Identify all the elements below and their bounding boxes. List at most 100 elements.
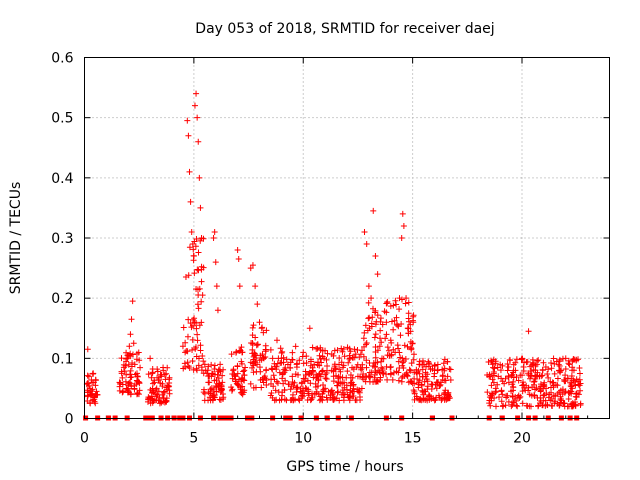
data-point	[317, 356, 324, 362]
data-point	[312, 380, 319, 387]
data-point	[368, 323, 375, 330]
data-point	[324, 350, 331, 357]
data-point	[554, 400, 561, 407]
data-point	[562, 388, 569, 395]
data-point	[409, 340, 416, 347]
data-point	[193, 367, 200, 374]
data-point	[210, 235, 217, 241]
data-point	[159, 383, 166, 390]
data-point	[376, 343, 383, 350]
data-point	[576, 376, 583, 383]
data-point	[129, 298, 136, 305]
data-point	[360, 353, 367, 360]
data-point	[119, 374, 126, 381]
data-point	[566, 361, 573, 368]
data-point	[489, 391, 496, 398]
data-point	[557, 393, 564, 400]
data-point	[402, 300, 409, 307]
data-point	[118, 355, 125, 362]
data-point	[219, 390, 226, 397]
data-point	[193, 319, 200, 326]
data-point	[384, 376, 391, 383]
data-point	[492, 403, 499, 410]
data-point	[90, 397, 97, 404]
data-point	[390, 326, 397, 333]
data-point	[314, 362, 321, 368]
data-point	[269, 355, 276, 362]
data-point	[543, 385, 550, 392]
data-point	[195, 138, 202, 145]
data-point	[180, 324, 187, 331]
data-point	[252, 384, 259, 391]
data-point	[374, 271, 381, 278]
data-point	[232, 373, 239, 380]
data-point	[194, 301, 201, 308]
data-point	[515, 377, 522, 384]
data-point	[399, 362, 406, 369]
data-point	[163, 370, 170, 377]
data-point	[166, 390, 173, 397]
x-tick-label: 20	[513, 431, 531, 447]
data-point	[434, 361, 441, 368]
data-point	[561, 378, 568, 385]
data-point	[372, 354, 379, 361]
data-point	[373, 318, 380, 325]
data-point	[304, 377, 311, 384]
data-point	[384, 298, 391, 305]
data-point	[298, 379, 305, 386]
data-point	[369, 314, 376, 321]
data-point	[308, 358, 315, 365]
data-point	[85, 380, 92, 387]
data-point	[406, 366, 413, 373]
data-point	[195, 305, 202, 312]
data-point	[256, 364, 263, 371]
data-point	[513, 402, 520, 409]
data-point	[440, 360, 447, 367]
data-point	[557, 387, 564, 394]
data-point	[289, 349, 296, 356]
data-point	[489, 361, 496, 368]
data-point	[269, 366, 276, 373]
data-point	[548, 365, 555, 372]
data-point	[124, 386, 131, 393]
data-point	[414, 370, 421, 377]
data-point	[378, 358, 385, 365]
data-point	[188, 324, 195, 331]
data-point	[537, 387, 544, 394]
data-point	[137, 364, 144, 371]
data-point	[232, 378, 239, 385]
data-point	[490, 368, 497, 375]
data-point	[381, 308, 388, 315]
data-point	[420, 391, 427, 398]
data-point	[306, 325, 313, 332]
data-point	[153, 393, 160, 400]
data-point	[322, 371, 329, 378]
data-point	[272, 387, 279, 394]
data-point	[494, 364, 501, 371]
data-point	[548, 402, 555, 409]
data-point	[388, 318, 395, 325]
data-point	[186, 365, 193, 372]
data-point	[414, 376, 421, 383]
data-point	[195, 362, 202, 369]
data-point	[363, 241, 370, 248]
data-point	[325, 388, 332, 395]
data-point	[506, 356, 513, 363]
data-point	[219, 372, 226, 379]
data-point	[402, 356, 409, 363]
data-point	[398, 235, 405, 241]
data-point	[544, 371, 551, 378]
data-point	[504, 367, 511, 374]
data-point	[287, 386, 294, 393]
data-point	[214, 307, 221, 314]
data-point	[517, 372, 524, 379]
data-point	[242, 364, 249, 371]
data-point	[300, 375, 307, 382]
data-point	[247, 265, 254, 272]
data-point	[377, 327, 384, 334]
data-point	[158, 373, 165, 380]
data-point	[492, 385, 499, 392]
data-point	[192, 243, 199, 250]
data-point	[509, 381, 516, 388]
data-point	[350, 385, 357, 392]
